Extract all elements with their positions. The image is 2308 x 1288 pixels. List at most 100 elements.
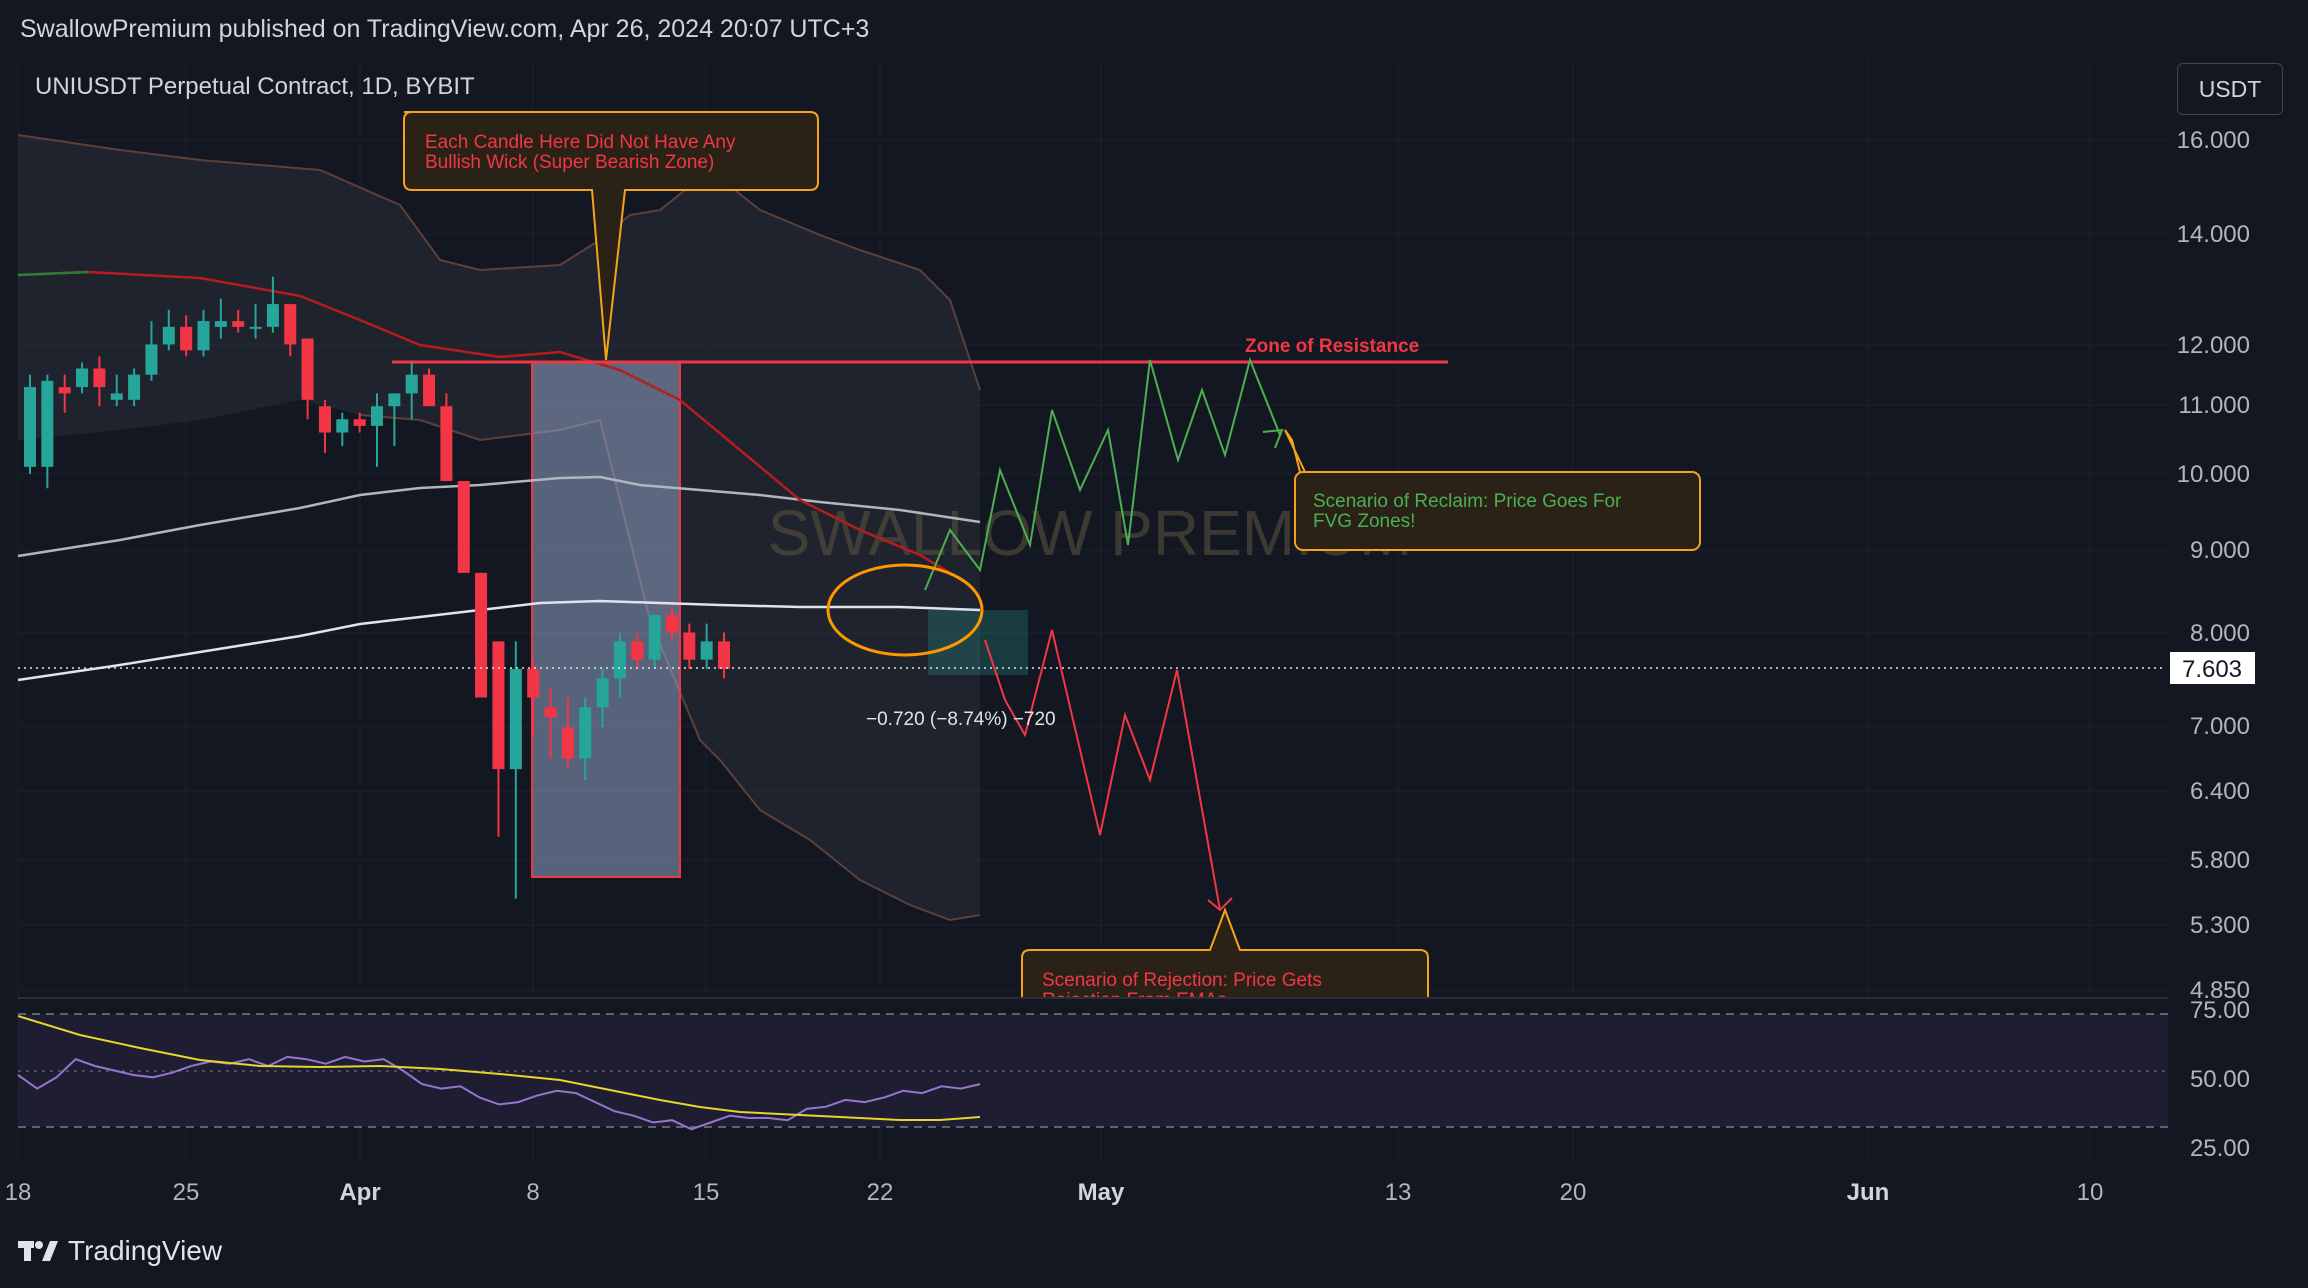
time-tick-label: Jun <box>1847 1179 1890 1206</box>
time-axis[interactable]: 18 25 Apr 8 15 22 May 13 20 Jun 10 <box>5 1179 2104 1206</box>
candle-body <box>613 641 626 679</box>
tradingview-brand: TradingView <box>68 1235 223 1266</box>
ema-green <box>17 270 89 277</box>
candle-body <box>596 678 609 708</box>
candle-body <box>58 387 71 394</box>
time-tick-label: 20 <box>1560 1179 1587 1206</box>
ema-red <box>17 270 971 587</box>
circle-highlight <box>826 563 984 657</box>
tradingview-logo[interactable]: TradingView <box>18 1235 222 1267</box>
candle-body <box>249 326 262 329</box>
time-tick-label: 15 <box>693 1179 720 1206</box>
candle-body <box>631 641 644 660</box>
price-tick-label: 5.300 <box>2190 912 2250 939</box>
symbol-title: UNIUSDT Perpetual Contract, 1D, BYBIT <box>35 73 475 100</box>
price-tick-label: 7.000 <box>2190 713 2250 740</box>
rsi-line <box>17 1055 981 1131</box>
candle-body <box>318 406 331 433</box>
candle-body <box>232 321 245 327</box>
price-tick-label: 14.000 <box>2177 221 2250 248</box>
ema-white-lower <box>17 599 981 682</box>
candle-body <box>93 368 106 388</box>
reclaim-note-line2: FVG Zones! <box>1313 511 1415 532</box>
tradingview-logo-icon <box>18 1241 58 1261</box>
candle-body <box>353 419 366 426</box>
candle-body <box>700 641 713 660</box>
candle-body <box>423 374 436 407</box>
current-price-box <box>2170 652 2255 684</box>
reclaim-note: Scenario of Reclaim: Price Goes For FVG … <box>1284 429 1701 551</box>
candle-body <box>492 641 505 770</box>
fvg-zone-box <box>928 610 1028 675</box>
bollinger-band-fill <box>18 135 980 920</box>
candle-body <box>162 326 175 345</box>
candle-body <box>197 321 210 351</box>
rejection-path <box>984 629 1221 911</box>
candle-body <box>301 338 314 400</box>
candle-body <box>405 374 418 394</box>
currency-button[interactable]: USDT <box>2177 63 2283 115</box>
reclaim-note-line1: Scenario of Reclaim: Price Goes For <box>1313 491 1622 512</box>
price-axis[interactable]: 16.000 14.000 12.000 11.000 10.000 9.000 8.000… <box>2177 127 2250 1162</box>
candle-body <box>440 406 453 482</box>
candle-body <box>544 707 557 718</box>
rejection-note: Scenario of Rejection: Price Gets Reject… <box>1021 907 1429 1011</box>
candle-body <box>718 641 730 669</box>
candle-body <box>388 393 401 407</box>
rsi-tick-label: 75.00 <box>2190 997 2250 1024</box>
time-tick-label: May <box>1078 1179 1125 1206</box>
candle-body <box>579 707 592 759</box>
candle-body <box>145 344 158 375</box>
candle-body <box>527 668 540 698</box>
time-tick-label: 10 <box>2077 1179 2104 1206</box>
time-tick-label: 22 <box>867 1179 894 1206</box>
candle-body <box>76 368 89 388</box>
candle-body <box>509 668 522 770</box>
price-tick-label: 16.000 <box>2177 127 2250 154</box>
price-tick-label: 6.400 <box>2190 778 2250 805</box>
time-tick-label: 18 <box>5 1179 32 1206</box>
price-tick-label: 5.800 <box>2190 847 2250 874</box>
candle-body <box>336 419 349 433</box>
rejection-note-line2: Rejection From EMAs <box>1042 990 1227 1011</box>
candle-body <box>110 393 123 400</box>
price-tick-label: 11.000 <box>2178 392 2250 419</box>
candle-body <box>561 727 574 759</box>
reclaim-path <box>924 356 1283 591</box>
rsi-tick-label: 50.00 <box>2190 1066 2250 1093</box>
candle-body <box>266 304 279 327</box>
candle-body <box>371 406 383 426</box>
candle-body <box>41 380 54 467</box>
bollinger-lower <box>359 414 981 922</box>
rsi-ma-line <box>17 1015 981 1121</box>
publish-header: SwallowPremium published on TradingView.… <box>0 0 2308 58</box>
time-tick-label: Apr <box>339 1179 380 1206</box>
candle-body <box>284 304 297 345</box>
candle-body <box>128 374 141 400</box>
candle-body <box>665 614 678 633</box>
price-tick-label: 8.000 <box>2190 620 2250 647</box>
candle-body <box>648 614 661 660</box>
bearish-zone-note: Each Candle Here Did Not Have Any Bullis… <box>403 111 819 361</box>
candle-body <box>683 632 696 660</box>
candle-body <box>457 481 470 573</box>
rsi-pane-bg <box>18 998 2168 1126</box>
price-tick-label: 10.000 <box>2177 461 2250 488</box>
rsi-tick-label: 25.00 <box>2190 1135 2250 1162</box>
price-tick-label: 12.000 <box>2177 332 2250 359</box>
rejection-note-line1: Scenario of Rejection: Price Gets <box>1042 970 1322 991</box>
current-price-label: 7.603 <box>2182 656 2242 683</box>
price-tick-label: 9.000 <box>2190 537 2250 564</box>
candle-body <box>180 326 193 351</box>
publish-line: SwallowPremium published on TradingView.… <box>20 15 870 43</box>
measure-label: −0.720 (−8.74%) −720 <box>866 709 1056 730</box>
time-tick-label: 25 <box>173 1179 200 1206</box>
bearish-note-line1: Each Candle Here Did Not Have Any <box>425 132 736 153</box>
reclaim-arrowhead <box>1262 428 1284 449</box>
candle-body <box>475 572 488 698</box>
price-tick-label: 4.850 <box>2190 977 2250 1004</box>
resistance-label: Zone of Resistance <box>1245 336 1419 357</box>
rejection-arrowhead <box>1207 897 1233 912</box>
bearish-note-line2: Bullish Wick (Super Bearish Zone) <box>425 152 714 173</box>
